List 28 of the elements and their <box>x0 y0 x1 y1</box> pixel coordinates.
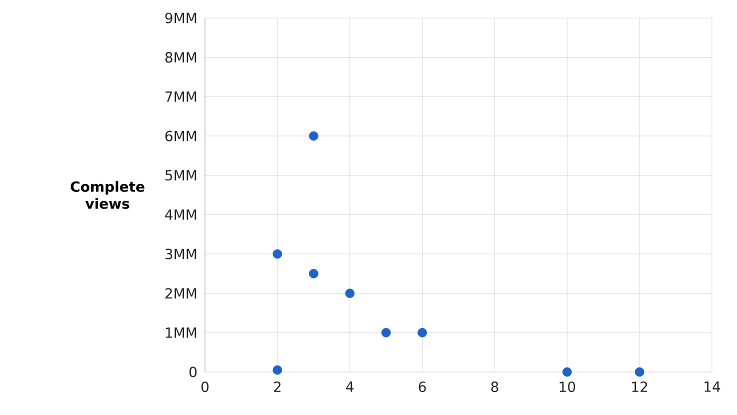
point <box>272 365 282 375</box>
y-tick-label: 8MM <box>165 52 196 63</box>
point <box>562 367 572 377</box>
y-tick-label: 3MM <box>165 248 196 260</box>
y-tick-label: 2MM <box>165 288 196 299</box>
y-tick-label: 1MM <box>166 328 196 338</box>
y-tick-label: 5MM <box>165 170 196 181</box>
point <box>634 367 644 377</box>
x-tick-label: 6 <box>418 382 426 392</box>
x-tick-label: 0 <box>201 382 209 392</box>
point <box>272 249 282 259</box>
point <box>308 131 318 141</box>
point <box>418 328 427 338</box>
point <box>345 288 355 298</box>
point <box>308 268 318 278</box>
x-tick-label: 10 <box>560 382 576 392</box>
y-tick-label: 7MM <box>166 92 196 102</box>
y-axis-title: Complete views <box>70 181 144 209</box>
x-tick-label: 2 <box>274 382 280 392</box>
y-tick-label: 0 <box>189 366 197 378</box>
x-tick-label: 8 <box>491 382 498 392</box>
x-tick-label: 14 <box>704 382 720 392</box>
x-tick-label: 4 <box>346 382 354 392</box>
y-tick-label: 4MM <box>165 210 196 220</box>
point <box>381 328 391 338</box>
x-tick-label: 12 <box>632 382 648 392</box>
y-tick-label: 6MM <box>165 130 196 142</box>
y-tick-label: 9MM <box>165 12 196 24</box>
